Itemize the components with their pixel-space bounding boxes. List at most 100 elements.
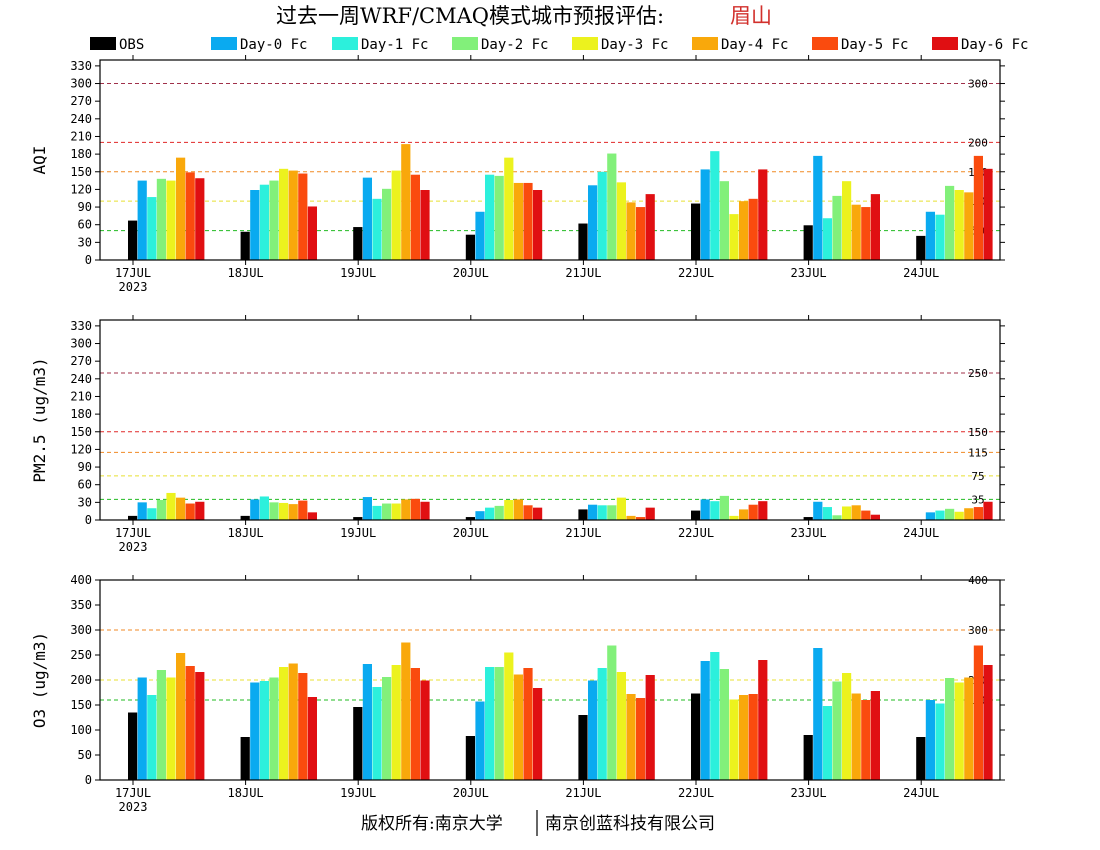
x-tick-label: 24JUL	[903, 786, 939, 800]
x-tick-label: 17JUL	[115, 786, 151, 800]
bar	[700, 499, 710, 520]
bar	[729, 699, 739, 780]
y-tick-label: 210	[70, 389, 92, 403]
bar	[700, 661, 710, 780]
bar	[578, 223, 588, 260]
bar	[279, 168, 289, 260]
bar	[240, 737, 250, 780]
bar	[719, 495, 729, 520]
y-tick-label: 300	[70, 337, 92, 351]
bar	[842, 506, 852, 520]
legend-item-day-6-fc: Day-6 Fc	[932, 37, 1028, 53]
bar	[973, 645, 983, 780]
bar	[147, 508, 157, 520]
bar	[832, 515, 842, 520]
bar	[578, 509, 588, 520]
y-tick-label: 120	[70, 442, 92, 456]
bar	[279, 502, 289, 520]
bar	[279, 667, 289, 780]
bar	[925, 512, 935, 520]
bar	[391, 170, 401, 260]
bar	[176, 653, 186, 780]
bar	[626, 515, 636, 520]
y-tick-label: 50	[78, 748, 92, 762]
y-tick-label: 330	[70, 59, 92, 73]
bar	[710, 151, 720, 260]
bar	[288, 663, 298, 780]
bar	[259, 496, 269, 520]
bar	[288, 170, 298, 260]
y-tick-label: 60	[78, 218, 92, 232]
bar	[616, 672, 626, 780]
figure-city: 眉山	[730, 4, 772, 28]
bar	[813, 648, 823, 780]
x-tick-label: 22JUL	[678, 786, 714, 800]
bar	[861, 700, 871, 780]
x-tick-label: 17JUL	[115, 526, 151, 540]
bar	[166, 492, 176, 520]
bar	[822, 706, 832, 780]
threshold-label: 200	[968, 136, 988, 149]
bar	[945, 508, 955, 520]
bar	[353, 707, 363, 780]
bar	[803, 517, 813, 520]
plot-frame	[99, 59, 1001, 261]
bar	[195, 672, 205, 780]
bar	[372, 198, 382, 260]
bar	[465, 234, 475, 260]
bar	[964, 192, 974, 260]
y-tick-label: 150	[70, 165, 92, 179]
legend-swatch	[572, 37, 598, 50]
legend-swatch	[211, 37, 237, 50]
legend: OBS Day-0 Fc Day-1 Fc Day-2 Fc Day-3 Fc Day-4…	[90, 37, 1028, 53]
bar	[156, 500, 166, 520]
bar	[925, 211, 935, 260]
legend-swatch	[692, 37, 718, 50]
bar	[729, 515, 739, 520]
y-tick-label: 150	[70, 425, 92, 439]
bar	[578, 715, 588, 780]
bar	[137, 180, 147, 260]
y-tick-label: 210	[70, 129, 92, 143]
x-tick-label: 22JUL	[678, 526, 714, 540]
y-tick-label: 0	[85, 513, 92, 527]
bar	[353, 227, 363, 260]
legend-label: Day-1 Fc	[361, 37, 428, 53]
bar	[729, 214, 739, 260]
bar	[822, 507, 832, 520]
bar	[485, 507, 495, 520]
bar	[870, 194, 880, 260]
x-tick-label: 20JUL	[453, 786, 489, 800]
legend-label: Day-2 Fc	[481, 37, 548, 53]
x-tick-label: 19JUL	[340, 786, 376, 800]
bar	[504, 652, 514, 780]
bar	[842, 181, 852, 260]
bar	[307, 512, 317, 520]
bar	[710, 652, 720, 780]
y-axis-label: O3 (ug/m3)	[30, 632, 49, 728]
bar	[983, 665, 993, 780]
bar	[259, 184, 269, 260]
bar	[813, 501, 823, 520]
bar	[240, 231, 250, 260]
bar	[533, 688, 543, 780]
bar	[185, 666, 195, 780]
y-tick-label: 150	[70, 698, 92, 712]
year-label: 2023	[119, 540, 148, 554]
bar	[128, 515, 138, 520]
x-tick-label: 18JUL	[228, 266, 264, 280]
bar	[475, 701, 485, 780]
threshold-label: 75	[971, 470, 984, 483]
y-tick-label: 240	[70, 372, 92, 386]
x-tick-label: 18JUL	[228, 526, 264, 540]
y-tick-label: 180	[70, 407, 92, 421]
y-tick-label: 200	[70, 673, 92, 687]
bar	[240, 515, 250, 520]
bar	[485, 174, 495, 260]
threshold-label: 115	[968, 446, 988, 459]
bar	[391, 503, 401, 520]
x-tick-label: 20JUL	[453, 266, 489, 280]
bar	[645, 507, 655, 520]
bar	[269, 180, 279, 260]
bar	[410, 498, 420, 520]
